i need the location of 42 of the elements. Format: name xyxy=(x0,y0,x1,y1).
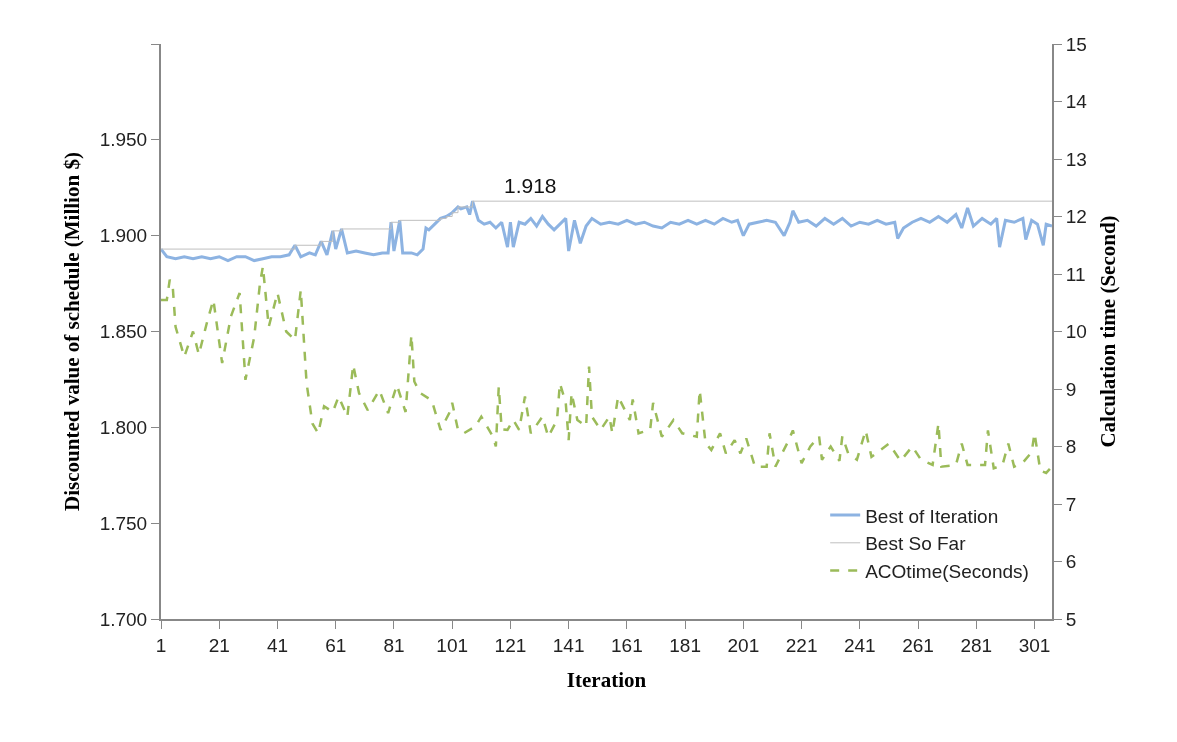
y-tick-label: 1.800 xyxy=(99,416,148,438)
y2-tick-label: 7 xyxy=(1065,493,1077,515)
x-tick-label: 281 xyxy=(960,634,993,656)
y2-tick-label: 11 xyxy=(1065,263,1086,285)
legend-label: Best of Iteration xyxy=(865,505,999,527)
x-tick-label: 261 xyxy=(902,634,934,656)
x-tick-label: 1 xyxy=(155,634,167,656)
x-axis-title: Iteration xyxy=(566,668,647,693)
y-tick-label: 1.700 xyxy=(99,608,148,630)
y2-tick-label: 5 xyxy=(1065,608,1077,630)
y2-tick-label: 13 xyxy=(1065,148,1087,170)
x-tick-label: 301 xyxy=(1018,634,1051,656)
x-tick-label: 41 xyxy=(266,634,289,656)
y2-tick-label: 6 xyxy=(1065,551,1077,573)
y-tick-label: 1.900 xyxy=(99,225,148,247)
legend-label: ACOtime(Seconds) xyxy=(865,560,1029,582)
y-tick-label: 1.750 xyxy=(99,512,148,534)
x-tick-label: 141 xyxy=(552,634,585,656)
x-tick-label: 101 xyxy=(436,634,469,656)
x-tick-label: 221 xyxy=(785,634,818,656)
x-tick-label: 121 xyxy=(494,634,527,656)
x-tick-label: 161 xyxy=(611,634,643,656)
y2-tick-label: 9 xyxy=(1065,378,1077,400)
y2-tick-label: 10 xyxy=(1065,321,1087,343)
y2-tick-label: 8 xyxy=(1065,436,1077,458)
x-tick-label: 201 xyxy=(727,634,760,656)
y-axis-title: Discounted value of schedule (Million $) xyxy=(60,152,85,511)
x-tick-label: 241 xyxy=(843,634,876,656)
y-tick-label: 1.850 xyxy=(99,321,148,343)
line-series xyxy=(161,265,1052,475)
x-tick-label: 81 xyxy=(383,634,405,656)
x-tick-label: 61 xyxy=(325,634,347,656)
legend-label: Best So Far xyxy=(865,533,967,555)
y2-axis-title: Calculation time (Second) xyxy=(1096,215,1121,448)
x-tick-label: 181 xyxy=(669,634,701,656)
y2-tick-label: 14 xyxy=(1065,91,1088,113)
y-tick-label: 1.950 xyxy=(99,129,148,151)
line-series xyxy=(161,199,1052,263)
annotation: 1.918 xyxy=(504,174,557,197)
x-tick-label: 21 xyxy=(208,634,230,656)
y2-tick-label: 15 xyxy=(1065,33,1087,55)
y2-tick-label: 12 xyxy=(1065,206,1087,228)
